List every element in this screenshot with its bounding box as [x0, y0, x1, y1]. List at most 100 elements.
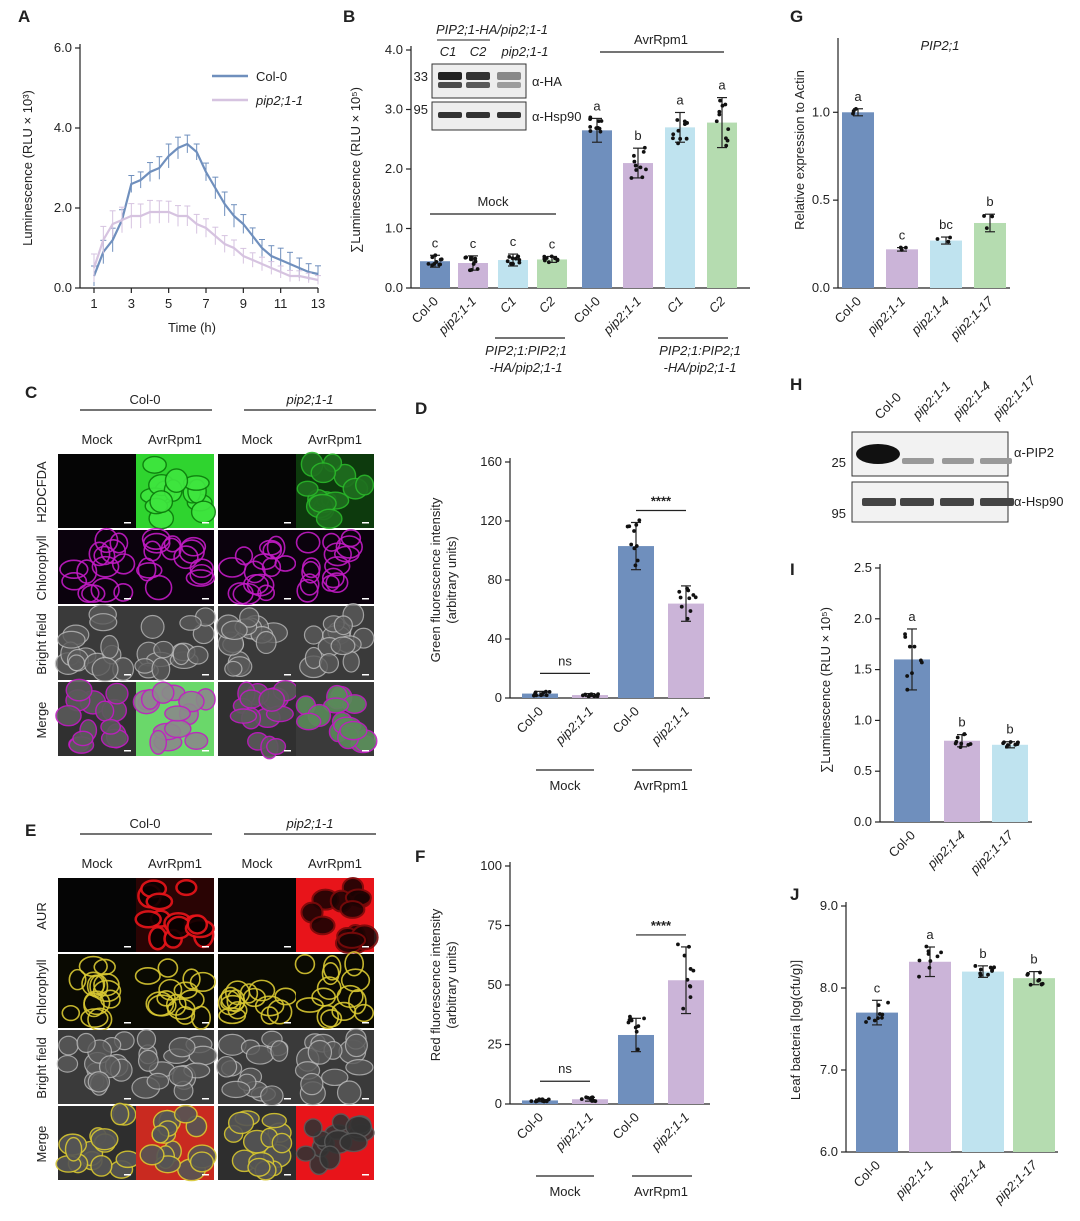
data-point [939, 950, 943, 955]
data-point [634, 1029, 639, 1034]
data-point [688, 984, 693, 989]
data-point [910, 671, 914, 675]
x-tick-label: pip2;1-17 [946, 293, 996, 343]
cell-outline [91, 656, 119, 682]
data-point [928, 959, 933, 963]
column-label: AvrRpm1 [148, 432, 202, 447]
data-point [1004, 744, 1009, 749]
cell-outline [189, 563, 214, 585]
cell-outline [189, 971, 216, 993]
cell-outline [100, 718, 122, 735]
data-point [505, 259, 510, 264]
cell-outline [322, 532, 341, 552]
y-tick-label: 100 [480, 858, 502, 873]
scale-bar [284, 750, 291, 752]
row-label: Bright field [34, 613, 49, 674]
cell-outline [78, 955, 108, 977]
blot-lane-label: pip2;1-1 [909, 378, 954, 423]
group-label: -HA/pip2;1-1 [664, 360, 737, 375]
y-axis-label: ∑Luminescence (RLU × 10⁵) [348, 87, 363, 253]
scale-bar [284, 1174, 291, 1176]
cell-outline [134, 910, 162, 929]
data-point [688, 995, 693, 1000]
blot-band [980, 458, 1012, 464]
cell-outline [90, 577, 120, 603]
micrograph-image [136, 1104, 217, 1182]
data-point [627, 524, 632, 529]
cell-outline [296, 480, 319, 497]
cell-outline [257, 584, 276, 602]
cell-outline [309, 915, 336, 936]
cell-outline [325, 572, 349, 594]
bar [886, 249, 918, 288]
y-tick-label: 0.5 [812, 192, 830, 207]
significance-letter: b [979, 946, 986, 961]
cell-outline [87, 1071, 111, 1093]
scale-bar [284, 522, 291, 524]
data-point [537, 1097, 542, 1102]
data-point [682, 119, 687, 124]
cell-outline [147, 994, 177, 1017]
cell-outline [221, 1080, 251, 1099]
row-label: Bright field [34, 1037, 49, 1098]
x-tick-label: Col-0 [610, 704, 643, 737]
blot-band [438, 112, 462, 118]
cell-outline [315, 508, 343, 529]
panel-letter: G [790, 7, 803, 26]
y-tick-label: 4.0 [54, 120, 72, 135]
micrograph-bg [58, 454, 136, 528]
data-point [644, 167, 648, 172]
data-point [684, 136, 689, 141]
data-point [542, 257, 547, 261]
data-point [867, 1016, 871, 1021]
cell-outline [319, 1145, 341, 1170]
cell-outline [189, 1151, 215, 1173]
y-axis-label: Red fluorescence intensity [428, 908, 443, 1061]
micrograph-image [217, 954, 298, 1028]
cell-outline [168, 1065, 194, 1087]
cell-outline [67, 654, 86, 672]
micrograph-image [294, 1028, 374, 1106]
data-point [926, 952, 931, 956]
cell-outline [156, 990, 176, 1007]
cell-outline [353, 1003, 375, 1023]
significance-letter: b [1006, 722, 1013, 737]
blot-lane-label: C1 [440, 44, 457, 59]
data-point [924, 944, 929, 949]
cell-outline [168, 1037, 196, 1058]
micrograph-image [136, 527, 216, 604]
x-tick-label: pip2;1-1 [648, 704, 693, 749]
data-point [634, 168, 639, 172]
cell-outline [76, 1032, 96, 1054]
cell-outline [110, 1102, 130, 1126]
micrograph-image [131, 1029, 218, 1104]
bar [582, 130, 612, 288]
x-tick-label: pip2;1-17 [990, 1157, 1040, 1207]
cell-outline [295, 531, 321, 554]
cell-outline [153, 640, 174, 659]
cell-outline [173, 1104, 198, 1124]
data-point [872, 1018, 877, 1023]
series-line [92, 210, 319, 282]
micrograph-image [218, 679, 299, 760]
data-point [590, 1095, 595, 1100]
data-point [637, 518, 642, 523]
x-tick-label: C2 [706, 293, 729, 316]
cell-outline [339, 720, 368, 741]
micrograph-image [58, 954, 136, 1032]
y-tick-label: 2.0 [854, 611, 872, 626]
scale-bar [124, 946, 131, 948]
cell-outline [261, 557, 282, 578]
y-tick-label: 0 [495, 690, 502, 705]
scale-bar [124, 522, 131, 524]
data-point [539, 692, 544, 697]
data-point [917, 974, 921, 979]
cell-outline [89, 613, 118, 632]
blot-band [980, 498, 1014, 506]
blot-band [902, 458, 934, 464]
cell-outline [258, 687, 286, 712]
micrograph-image [295, 682, 378, 756]
y-tick-label: 2.0 [385, 161, 403, 176]
blot-band [900, 498, 934, 506]
blot-lane-label: Col-0 [872, 390, 905, 423]
